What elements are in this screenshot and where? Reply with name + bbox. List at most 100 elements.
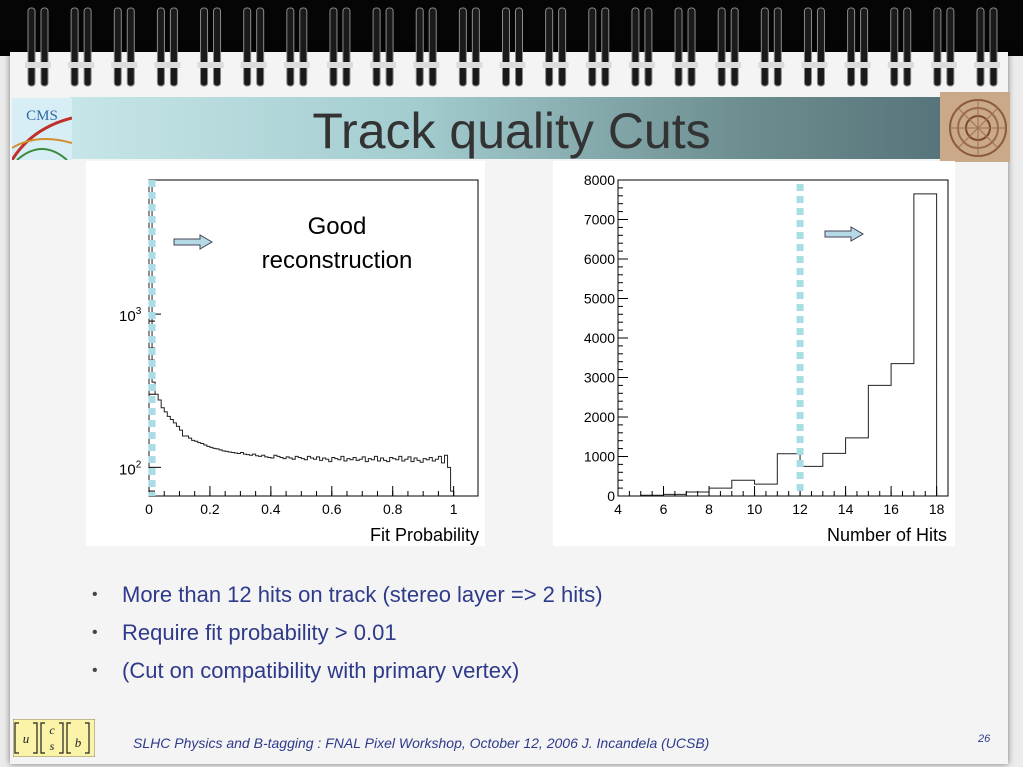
ring-wire [385,7,394,87]
ring-wire [502,7,510,87]
ring-hole [370,62,397,68]
quark-b: b [75,735,82,750]
ring-hole [283,62,310,68]
bullet-text: More than 12 hits on track (stereo layer… [122,582,603,607]
bullet-dot: • [92,624,98,641]
bullet-item: • More than 12 hits on track (stereo lay… [92,580,603,618]
cms-logo: CMS [12,98,72,160]
y-tick-label: 0 [607,488,615,504]
binder-ring [326,7,353,87]
binder-ring [499,7,526,87]
ring-hole [974,62,1000,68]
slide-title: Track quality Cuts [312,103,711,159]
x-tick-label: 0.6 [322,501,342,517]
ring-wire [40,7,49,87]
title-bar [70,97,942,159]
x-tick-label: 16 [883,501,899,517]
histogram-series [640,193,938,496]
y-tick-label: 7000 [584,212,615,228]
ring-hole [197,62,224,68]
annotation-text: Good [308,213,367,240]
ring-hole [111,62,138,68]
ring-wire [200,7,209,87]
ring-wire [687,7,696,87]
binder-ring [456,7,483,87]
x-axis-label: Number of Hits [827,525,947,545]
x-tick-label: 4 [614,501,622,517]
binder-ring [68,7,95,87]
ring-hole [240,62,267,68]
number-of-hits-histogram: 4 6 8 10 12 14 16 18 0 1000 2000 3000 4000 5000 6000 70… [584,172,949,545]
ring-hole [413,62,440,68]
binder-ring [715,7,742,87]
x-tick-label: 0 [145,501,153,517]
ring-hole [887,62,914,68]
ring-wire [299,7,308,87]
ring-wire [760,7,769,87]
bullet-item: • (Cut on compatibility with primary ver… [92,656,603,694]
ring-wire [730,7,739,87]
x-tick-label: 0.8 [383,501,403,517]
ring-wire [372,7,381,87]
ring-hole [672,62,699,68]
ring-wire [428,7,437,87]
bullet-list: • More than 12 hits on track (stereo lay… [92,580,603,694]
ring-hole [585,62,612,68]
x-tick-label: 6 [660,501,668,517]
ring-wire [83,7,92,87]
x-axis-label: Fit Probability [370,525,479,545]
ring-hole [628,62,655,68]
ring-wire [946,7,955,87]
binder-ring [887,7,914,87]
y-tick-label: 4000 [584,330,615,346]
ring-hole [68,62,95,68]
x-tick-label: 18 [929,501,945,517]
ring-wire [70,7,79,87]
ring-wire [847,7,856,87]
quark-c: c [49,723,55,737]
ring-wire [415,7,424,87]
ring-wire [803,7,812,87]
cms-logo-text: CMS [26,108,58,124]
binder-ring [370,7,397,87]
ring-wire [588,7,597,87]
ring-wire [674,7,683,87]
ring-wire [213,7,222,87]
ring-wire [989,7,998,87]
y-tick-label: 5000 [584,291,615,307]
ring-wire [113,7,122,87]
x-tick-label: 1 [450,501,458,517]
ring-wire [471,7,480,87]
x-tick-label: 12 [792,501,808,517]
ring-wire [329,7,338,87]
ring-hole [801,62,828,68]
x-tick-label: 10 [747,501,763,517]
ring-wire [890,7,899,87]
ring-hole [154,62,181,68]
ring-wire [773,7,782,87]
binder-ring [672,7,699,87]
ring-wire [717,7,726,87]
ring-hole [844,62,871,68]
ring-hole [930,62,957,68]
ring-wire [558,7,567,87]
x-tick-label: 14 [838,501,854,517]
binder-ring [542,7,569,87]
binder-ring [197,7,224,87]
fit-probability-panel: 0 0.2 0.4 0.6 0.8 1 102 103 Good reconstruction Fi… [86,161,485,546]
ring-wire [631,7,640,87]
ring-wire [976,7,985,87]
ring-wire [126,7,135,87]
ring-wire [156,7,165,87]
binder-ring [628,7,655,87]
histogram-series [148,184,455,496]
binder-rings [25,7,1000,87]
number-of-hits-panel: 4 6 8 10 12 14 16 18 0 1000 2000 3000 4000 5000 6000 70… [553,161,955,546]
ring-wire [860,7,869,87]
fit-probability-histogram: 0 0.2 0.4 0.6 0.8 1 102 103 Good reconstruction Fi… [119,179,479,545]
ring-hole [715,62,742,68]
quark-u: u [23,731,30,746]
binder-ring [283,7,310,87]
x-tick-label: 0.2 [200,501,220,517]
bullet-item: • Require fit probability > 0.01 [92,618,603,656]
